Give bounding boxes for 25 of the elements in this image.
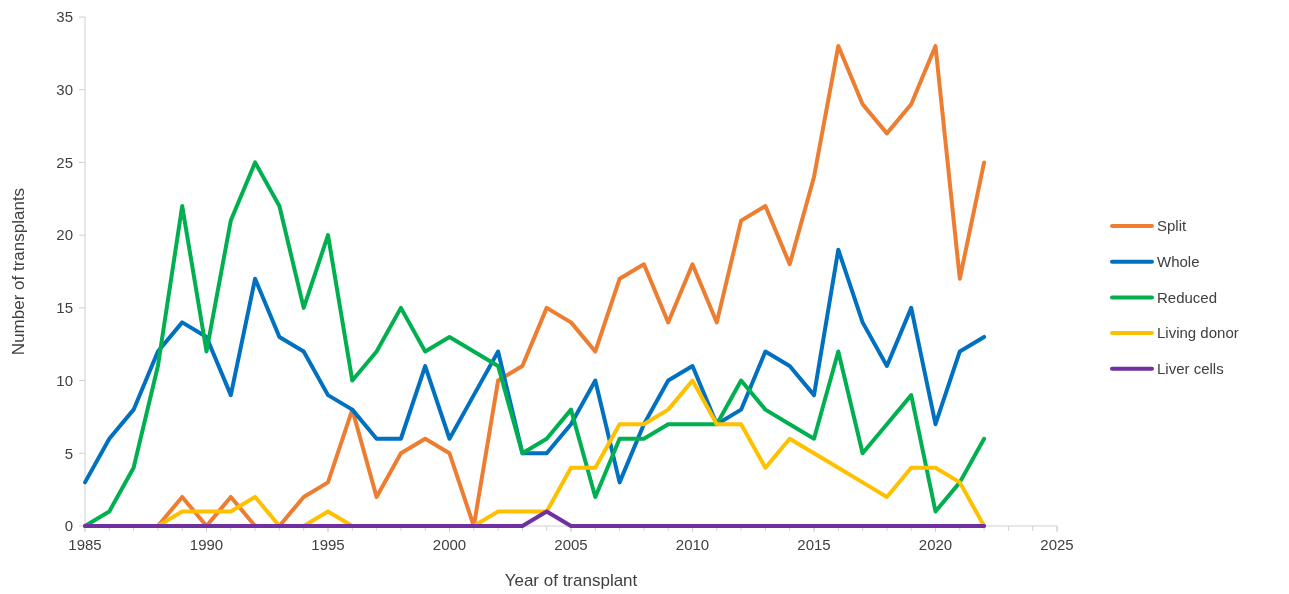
x-tick-label: 2010 — [675, 536, 710, 553]
x-tick-label: 2025 — [1040, 536, 1074, 553]
x-tick-label: 2005 — [554, 536, 588, 553]
y-tick-label: 10 — [56, 371, 73, 389]
y-tick-label: 5 — [64, 444, 73, 462]
x-tick-label: 2000 — [432, 536, 467, 553]
x-tick-label: 1985 — [68, 536, 102, 553]
x-tick-label: 1990 — [189, 536, 224, 553]
x-axis-title: Year of transplant — [504, 571, 638, 590]
x-tick-label: 2015 — [797, 536, 831, 553]
y-tick-label: 20 — [56, 226, 73, 244]
y-tick-label: 0 — [64, 517, 73, 535]
y-tick-label: 30 — [56, 80, 73, 98]
x-tick-label: 2020 — [918, 536, 953, 553]
x-tick-label: 1995 — [311, 536, 345, 553]
legend-label: Split — [1157, 217, 1188, 235]
y-axis-title: Number of transplants — [9, 187, 28, 356]
y-tick-label: 25 — [56, 153, 73, 171]
line-series — [83, 247, 987, 485]
legend-label: Living donor — [1157, 324, 1239, 342]
legend-label: Reduced — [1157, 288, 1218, 306]
y-tick-label: 15 — [56, 299, 73, 317]
y-tick-label: 35 — [56, 8, 73, 26]
legend-label: Liver cells — [1157, 360, 1224, 378]
legend-label: Whole — [1157, 252, 1200, 270]
